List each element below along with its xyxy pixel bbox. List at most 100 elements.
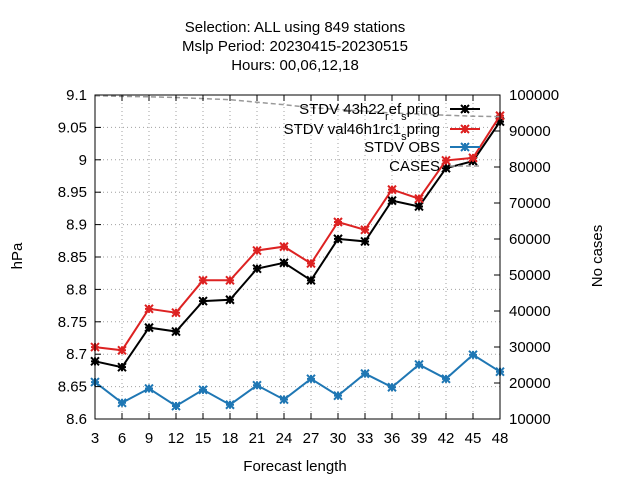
y-axis-ticks: 8.6 8.65 8.7 8.75 8.8 8.85 8.9 8.95 9 9.05 9.1	[58, 87, 101, 428]
data-point	[360, 225, 370, 235]
data-point	[333, 217, 343, 227]
y-tick-label: 8.85	[58, 249, 87, 266]
y2-tick-label: 60000	[509, 231, 551, 248]
x-tick-label: 18	[222, 430, 239, 447]
x-tick-label: 36	[384, 430, 401, 447]
y-tick-label: 9.1	[66, 87, 87, 104]
y-tick-label: 8.9	[66, 217, 87, 234]
x-tick-label: 6	[118, 430, 126, 447]
x-tick-label: 30	[330, 430, 347, 447]
data-point	[225, 400, 235, 410]
data-point	[333, 234, 343, 244]
y-tick-label: 8.6	[66, 411, 87, 428]
data-point	[279, 241, 289, 252]
x-tick-label: 24	[276, 430, 293, 447]
data-point	[252, 263, 262, 274]
data-point	[198, 385, 208, 395]
data-point	[441, 374, 451, 384]
y2-tick-label: 40000	[509, 303, 551, 320]
chart-title: Selection: ALL using 849 stations Mslp P…	[182, 19, 408, 74]
data-point	[387, 184, 397, 195]
y-axis-label: hPa	[9, 242, 26, 269]
legend-label: STDV val46h1rc1spring	[284, 121, 440, 143]
legend-label: STDV 43h22refspring	[299, 101, 440, 123]
y2-tick-label: 20000	[509, 375, 551, 392]
y2-tick-label: 100000	[509, 87, 559, 104]
x-tick-label: 42	[438, 430, 455, 447]
data-point	[441, 155, 451, 166]
series-line	[94, 353, 501, 408]
data-point	[144, 383, 154, 394]
data-point	[360, 236, 370, 247]
y-tick-label: 9	[79, 152, 87, 169]
data-point	[387, 195, 397, 206]
legend-item: CASES	[389, 158, 480, 175]
x-tick-label: 21	[249, 430, 266, 447]
data-point	[252, 245, 262, 256]
data-point	[198, 275, 208, 286]
x-tick-label: 3	[91, 430, 99, 447]
data-point	[171, 326, 181, 337]
legend-marker	[460, 124, 470, 134]
data-point	[144, 322, 154, 333]
legend-item: STDV 43h22refspring	[299, 101, 480, 123]
legend-label: STDV OBS	[364, 139, 440, 156]
data-point	[117, 345, 127, 356]
data-point	[144, 304, 154, 314]
data-point	[198, 296, 208, 306]
y2-tick-label: 50000	[509, 267, 551, 284]
data-point	[468, 350, 478, 360]
data-point	[360, 368, 370, 379]
x-tick-label: 45	[465, 430, 482, 447]
series-line	[94, 121, 501, 369]
data-point	[279, 394, 289, 405]
series-line	[94, 94, 501, 118]
data-point	[225, 295, 235, 305]
data-point	[306, 275, 316, 286]
data-point	[117, 362, 127, 372]
legend-item: STDV OBS	[364, 139, 480, 156]
data-point	[252, 380, 262, 391]
legend-marker	[460, 142, 470, 152]
x-tick-label: 27	[303, 430, 320, 447]
data-point	[171, 401, 181, 411]
series-3	[94, 94, 501, 118]
series-line	[94, 115, 501, 352]
data-point	[414, 359, 424, 370]
title-line-2: Mslp Period: 20230415-20230515	[182, 38, 408, 55]
legend-label: CASES	[389, 158, 440, 175]
data-point	[306, 374, 316, 384]
data-point	[117, 398, 127, 408]
data-point	[279, 258, 289, 268]
x-tick-label: 9	[145, 430, 153, 447]
x-tick-label: 15	[195, 430, 212, 447]
y2-axis-ticks: 10000 20000 30000 40000 50000 60000 70000 80000…	[494, 87, 559, 428]
y2-axis-label: No cases	[589, 225, 606, 288]
legend-item: STDV val46h1rc1spring	[284, 121, 480, 143]
x-axis-label: Forecast length	[243, 458, 346, 475]
y2-tick-label: 10000	[509, 411, 551, 428]
data-point	[387, 382, 397, 392]
series-2	[90, 350, 505, 411]
y-tick-label: 8.75	[58, 314, 87, 331]
x-tick-label: 33	[357, 430, 374, 447]
x-tick-label: 39	[411, 430, 428, 447]
data-point	[414, 193, 424, 204]
data-point	[468, 153, 478, 163]
y-tick-label: 8.7	[66, 346, 87, 363]
title-line-1: Selection: ALL using 849 stations	[185, 19, 405, 36]
data-point	[441, 163, 451, 173]
series-1	[90, 111, 505, 356]
data-point	[414, 201, 424, 212]
x-tick-label: 12	[168, 430, 185, 447]
data-point	[225, 275, 235, 286]
data-point	[333, 390, 343, 401]
y2-tick-label: 90000	[509, 123, 551, 140]
series-lines	[90, 94, 505, 411]
y-tick-label: 8.8	[66, 281, 87, 298]
data-point	[171, 308, 181, 318]
title-line-3: Hours: 00,06,12,18	[231, 57, 359, 74]
x-axis-ticks: 3 6 9 12 15 18 21 24 27 30 33 36 39 42 45 48	[91, 95, 508, 447]
